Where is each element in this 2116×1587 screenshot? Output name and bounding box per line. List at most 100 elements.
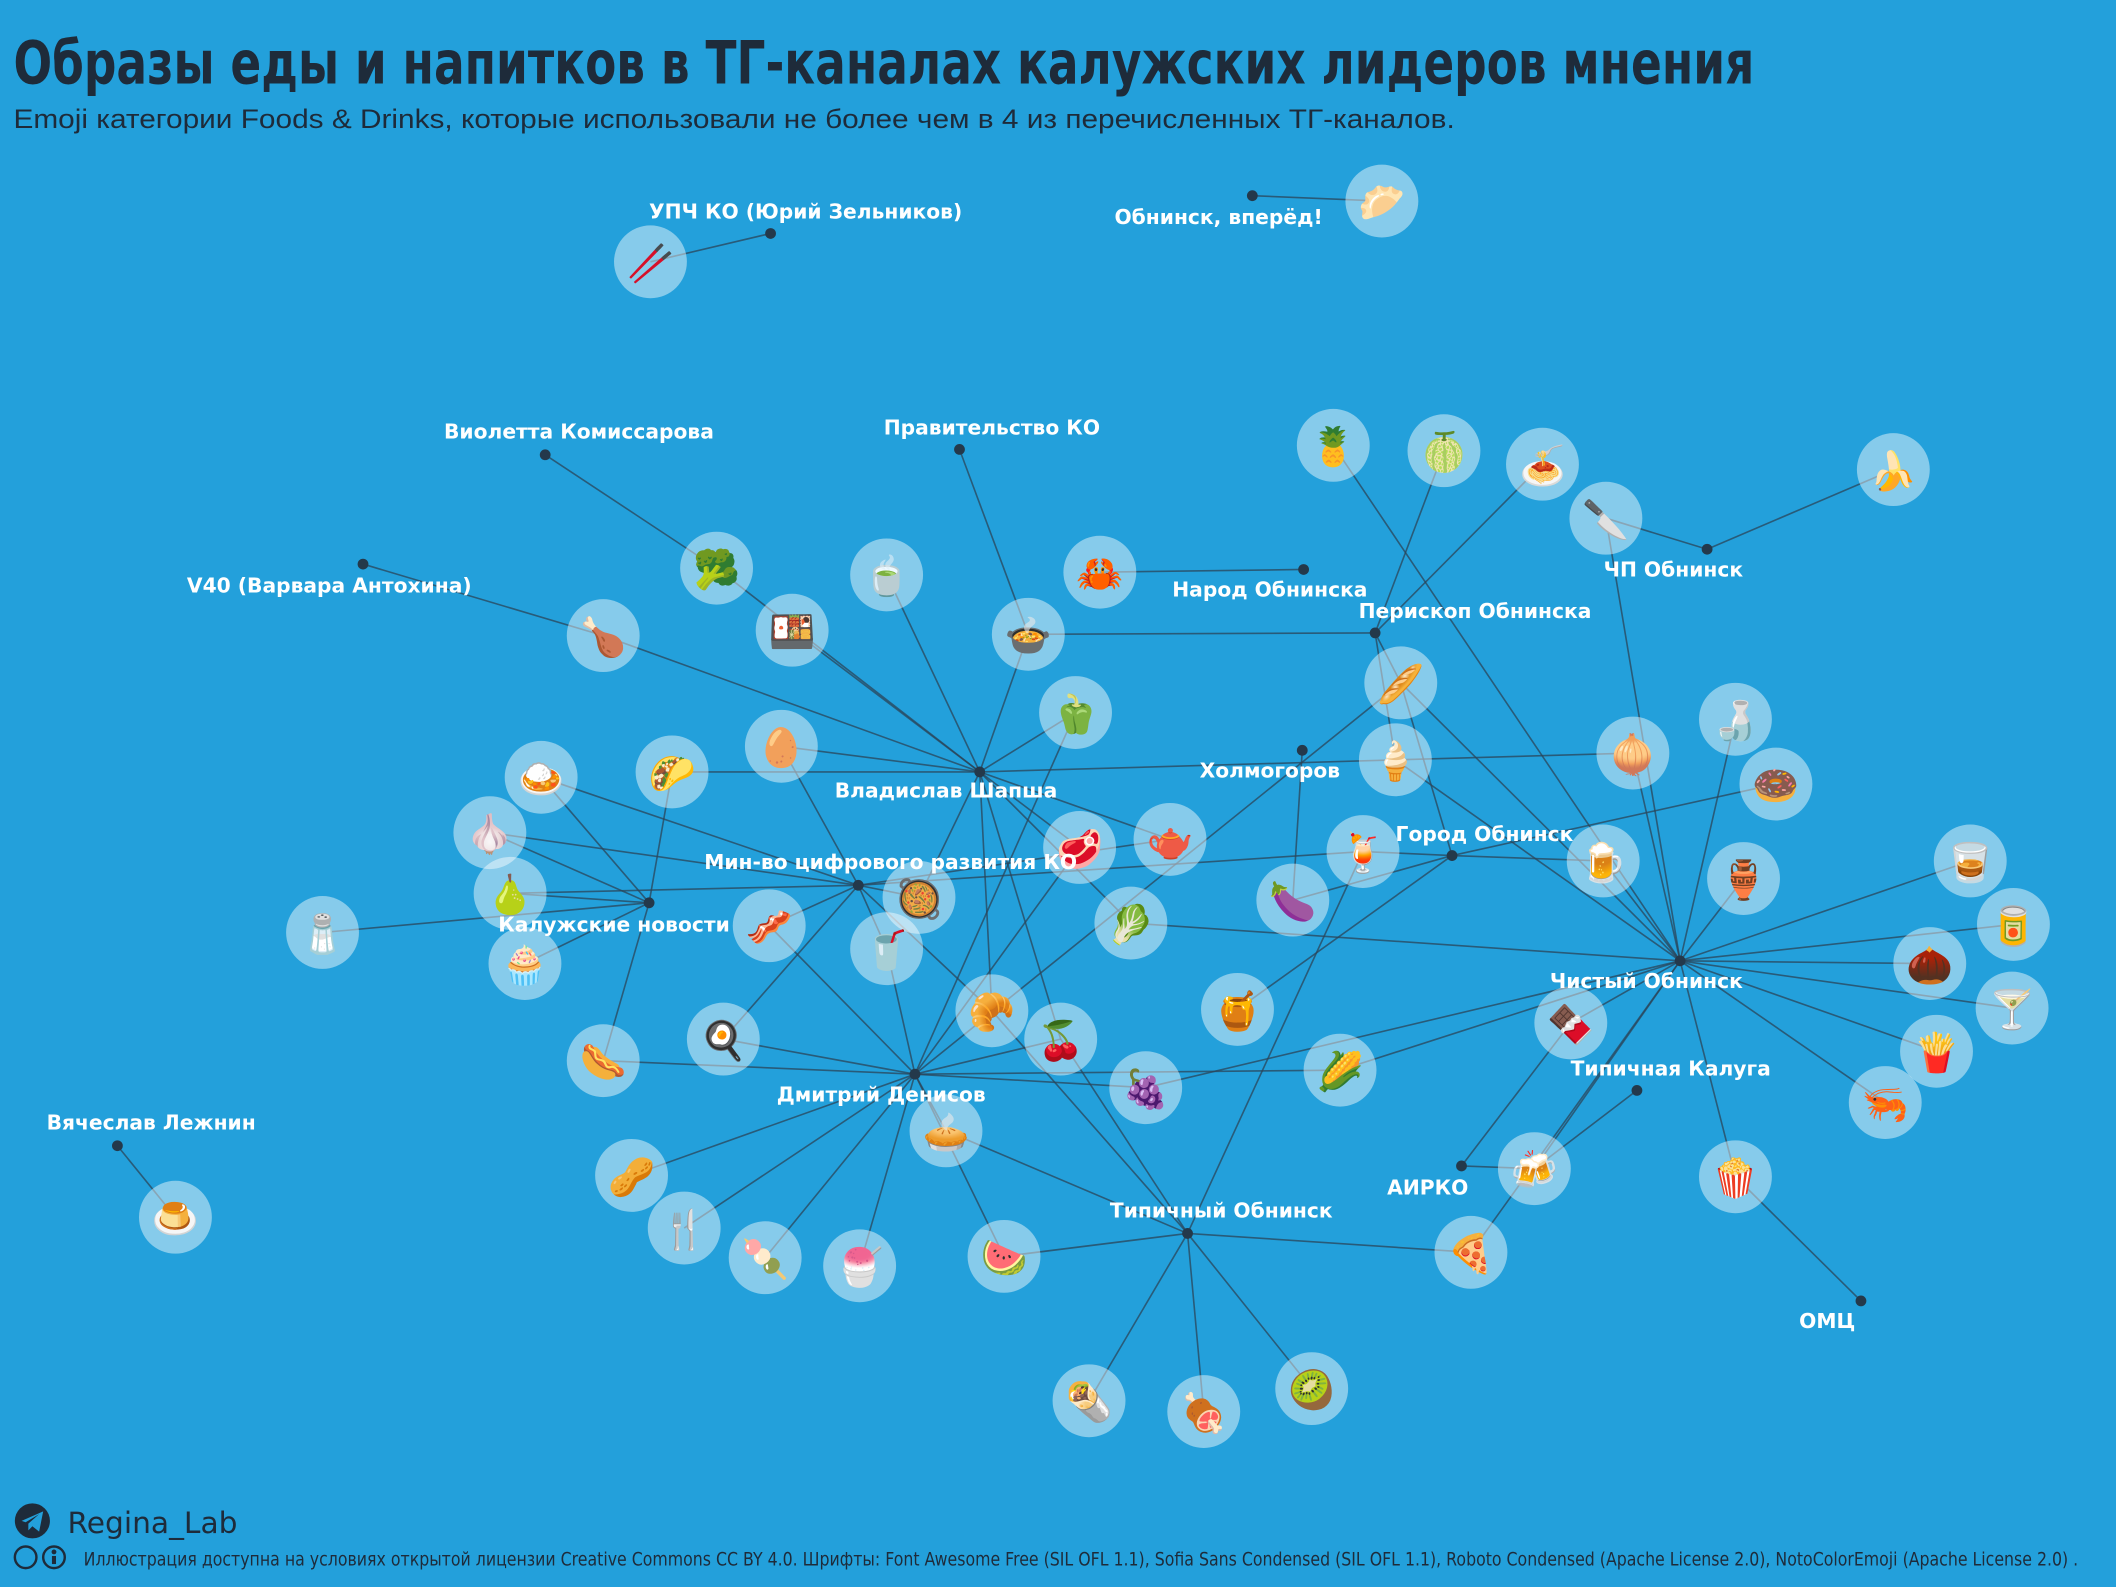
food-emoji: 🍿 [1712, 1156, 1759, 1200]
channel-dot [1855, 1295, 1867, 1307]
edge [858, 884, 920, 899]
food-circle [1856, 433, 1930, 507]
channel-label: Калужские новости [498, 912, 730, 936]
food-circle [1497, 1132, 1571, 1206]
food-emoji: 🍌 [1870, 449, 1917, 493]
edge [631, 1073, 916, 1177]
edge [1394, 759, 1681, 962]
edge [1292, 750, 1304, 901]
edge [914, 1069, 1341, 1076]
food-circle [1407, 414, 1481, 488]
food-emoji: 🍫 [1547, 1002, 1594, 1046]
food-emoji: 🥩 [1056, 827, 1103, 872]
food-emoji: 🥟 [1358, 180, 1405, 224]
food-circle [686, 1002, 760, 1076]
edge [1452, 854, 1604, 862]
food-emoji: 🥃 [1947, 840, 1994, 884]
food-circle [566, 1024, 640, 1098]
food-emoji: 🍮 [152, 1197, 199, 1241]
subtitle: Emoji категории Foods & Drinks, которые … [13, 104, 1454, 134]
edge [918, 771, 981, 898]
food-circle [823, 1229, 897, 1303]
channel-dot [1701, 543, 1713, 555]
cc-icons [13, 1545, 66, 1570]
channel-label: Владислав Шапша [835, 779, 1058, 803]
food-emoji: 🍱 [769, 610, 816, 654]
edge [723, 1038, 916, 1075]
edge [1605, 518, 1681, 961]
edge [945, 1130, 1188, 1235]
channel-dot [909, 1068, 921, 1080]
channel-label: Виолетта Комиссарова [444, 420, 714, 444]
food-circle [680, 531, 754, 605]
edges [116, 194, 2014, 1412]
food-emoji: 🦀 [1076, 552, 1123, 596]
food-emoji: 🍗 [580, 615, 627, 659]
edge [1451, 783, 1777, 857]
food-emoji: 🍸 [1989, 986, 2036, 1031]
food-circle [955, 974, 1029, 1048]
food-circle [1848, 1066, 1922, 1139]
edge [1186, 851, 1364, 1234]
edge [885, 948, 916, 1075]
edge [857, 884, 888, 950]
edge [683, 1073, 916, 1229]
food-emoji: 🧁 [501, 943, 548, 987]
food-emoji: 🌰 [1906, 943, 1953, 987]
edge [116, 1145, 177, 1218]
channel-label: ОМЦ [1799, 1309, 1855, 1333]
food-circle [635, 735, 709, 809]
food-circle [1699, 682, 1772, 756]
food-circle [1900, 1014, 1973, 1088]
food-emoji: 🥜 [608, 1153, 655, 1199]
food-circle [1699, 1140, 1772, 1214]
food-emoji: 🍺 [1580, 839, 1627, 884]
edge [648, 771, 673, 903]
food-emoji: 🍝 [1519, 444, 1566, 488]
edge [1374, 632, 1402, 684]
channel-label: УПЧ КО (Юрий Зельников) [649, 200, 962, 224]
telegram-icon [14, 1503, 50, 1539]
edge [914, 1073, 1005, 1257]
edge [914, 1073, 1146, 1089]
food-circle [850, 538, 924, 612]
food-circle [1707, 842, 1780, 915]
edge [1400, 682, 1681, 962]
food-circle [850, 912, 924, 986]
edge [1186, 1233, 1205, 1412]
food-emoji: 🥘 [895, 876, 942, 922]
food-emoji: 🥧 [922, 1110, 969, 1154]
edge [858, 1073, 916, 1267]
edge [858, 850, 1364, 887]
food-emoji: 🥦 [693, 546, 740, 592]
edge [544, 454, 718, 569]
edge [764, 1073, 916, 1259]
food-emoji: 🥤 [863, 928, 910, 972]
edge [979, 711, 1076, 773]
edge [978, 633, 1030, 773]
channel-label: V40 (Варвара Антохина) [187, 574, 472, 598]
edge [362, 563, 604, 637]
food-circle [1201, 972, 1274, 1046]
food-circle [647, 1191, 721, 1265]
channel-label: Дмитрий Денисов [777, 1082, 986, 1106]
edge [979, 752, 1633, 773]
food-emoji: 🍈 [1420, 429, 1467, 474]
edge [768, 884, 859, 927]
food-circle [286, 896, 359, 969]
food-circle [504, 740, 578, 814]
edge [979, 771, 1081, 849]
channel-dot [1296, 744, 1308, 756]
food-circle [1256, 863, 1330, 937]
food-emoji: 🍡 [742, 1236, 789, 1281]
food-emoji: 🍍 [1310, 425, 1357, 469]
food-emoji: 🥢 [627, 241, 674, 285]
edge [510, 892, 650, 904]
food-emoji: 🧄 [466, 812, 513, 856]
food-circle [744, 709, 818, 783]
food-circle [967, 1219, 1041, 1293]
food-circle [1933, 824, 2007, 898]
food-emoji: 🥬 [1107, 902, 1154, 946]
channel-label: Город Обнинск [1396, 822, 1574, 846]
